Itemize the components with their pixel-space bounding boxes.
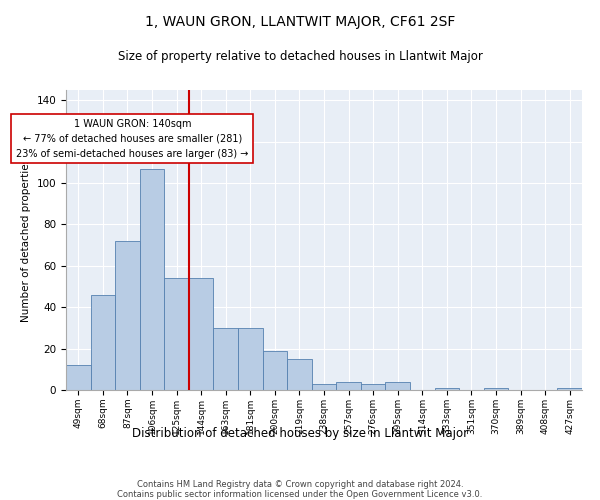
Bar — [263, 350, 287, 390]
Y-axis label: Number of detached properties: Number of detached properties — [21, 158, 31, 322]
Bar — [164, 278, 189, 390]
Bar — [385, 382, 410, 390]
Text: Size of property relative to detached houses in Llantwit Major: Size of property relative to detached ho… — [118, 50, 482, 63]
Bar — [434, 388, 459, 390]
Bar — [361, 384, 385, 390]
Text: Contains HM Land Registry data © Crown copyright and database right 2024.
Contai: Contains HM Land Registry data © Crown c… — [118, 480, 482, 500]
Bar — [238, 328, 263, 390]
Bar — [287, 359, 312, 390]
Bar — [312, 384, 336, 390]
Bar — [557, 388, 582, 390]
Bar — [336, 382, 361, 390]
Bar — [214, 328, 238, 390]
Bar — [189, 278, 214, 390]
Bar — [91, 295, 115, 390]
Bar — [115, 241, 140, 390]
Bar — [66, 365, 91, 390]
Text: 1, WAUN GRON, LLANTWIT MAJOR, CF61 2SF: 1, WAUN GRON, LLANTWIT MAJOR, CF61 2SF — [145, 15, 455, 29]
Bar — [484, 388, 508, 390]
Bar — [140, 168, 164, 390]
Text: Distribution of detached houses by size in Llantwit Major: Distribution of detached houses by size … — [132, 428, 468, 440]
Text: 1 WAUN GRON: 140sqm
← 77% of detached houses are smaller (281)
23% of semi-detac: 1 WAUN GRON: 140sqm ← 77% of detached ho… — [16, 119, 248, 158]
